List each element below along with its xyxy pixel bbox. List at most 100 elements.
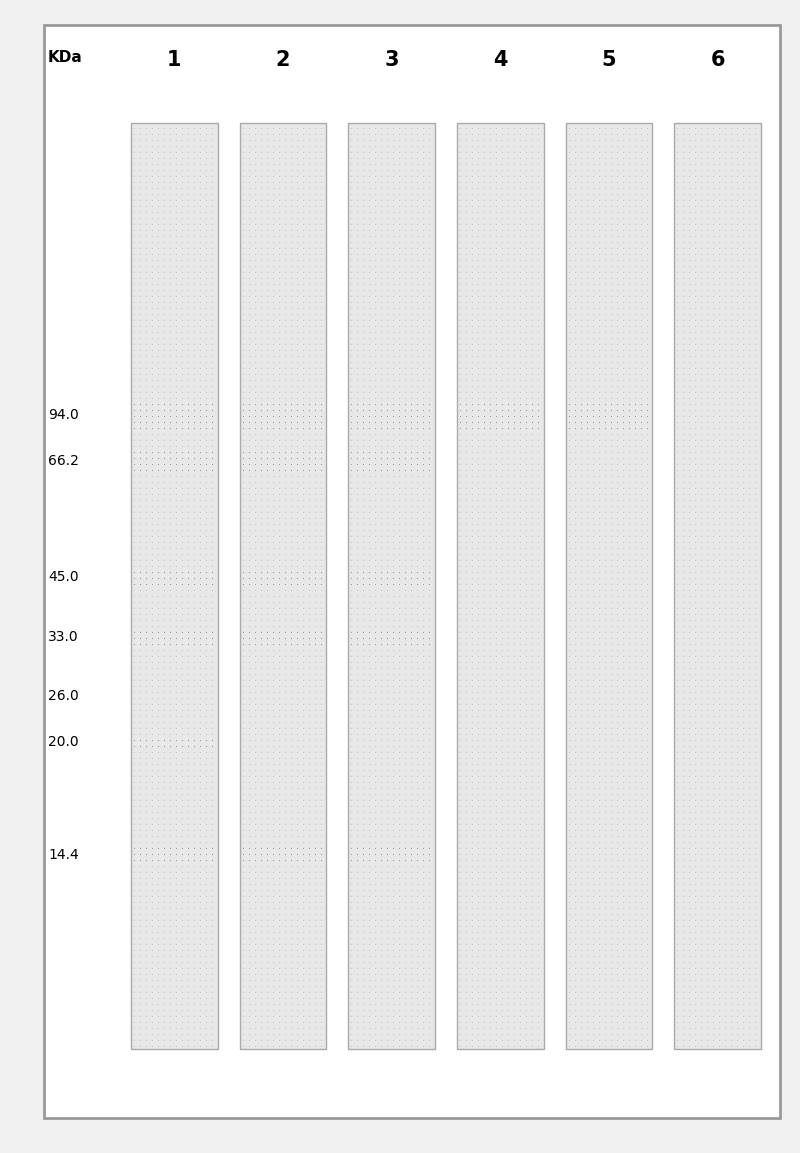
Point	[507, 263, 520, 281]
Point	[411, 563, 424, 581]
Point	[158, 989, 170, 1008]
Point	[175, 731, 188, 749]
Point	[422, 203, 435, 221]
Point	[345, 557, 358, 575]
Point	[725, 1037, 738, 1055]
Point	[580, 455, 593, 474]
Point	[574, 660, 587, 678]
Point	[417, 954, 430, 972]
Point	[471, 660, 484, 678]
Point	[507, 184, 520, 203]
Point	[731, 713, 744, 731]
Point	[677, 407, 690, 425]
Point	[422, 791, 435, 809]
Point	[194, 508, 206, 527]
Point	[387, 809, 400, 828]
Point	[254, 227, 267, 246]
Point	[616, 617, 629, 635]
Point	[422, 737, 435, 755]
Point	[272, 317, 285, 336]
Point	[278, 359, 291, 377]
Point	[206, 191, 218, 210]
Point	[640, 461, 653, 480]
Point	[187, 713, 200, 731]
Point	[574, 1001, 587, 1019]
Point	[345, 485, 358, 504]
Point	[127, 635, 140, 654]
Point	[272, 965, 285, 984]
Point	[713, 323, 726, 341]
Point	[737, 947, 750, 965]
Point	[507, 383, 520, 401]
Point	[139, 713, 152, 731]
Point	[483, 665, 496, 684]
Point	[592, 533, 605, 551]
Point	[707, 191, 720, 210]
Point	[495, 575, 508, 594]
Point	[134, 461, 146, 480]
Point	[743, 191, 756, 210]
Point	[296, 617, 309, 635]
Point	[466, 563, 478, 581]
Point	[151, 623, 164, 641]
Point	[417, 851, 430, 869]
Point	[683, 431, 696, 450]
Point	[483, 600, 496, 618]
Point	[531, 473, 544, 491]
Point	[640, 473, 653, 491]
Point	[731, 443, 744, 461]
Point	[242, 665, 255, 684]
Point	[175, 467, 188, 485]
Point	[266, 905, 279, 924]
Point	[749, 413, 762, 431]
Point	[284, 767, 297, 785]
Point	[586, 533, 599, 551]
Point	[495, 377, 508, 395]
Point	[519, 689, 532, 708]
Point	[374, 977, 387, 995]
Point	[236, 551, 249, 570]
Point	[242, 875, 255, 894]
Point	[634, 179, 647, 197]
Point	[683, 647, 696, 665]
Point	[187, 731, 200, 749]
Point	[640, 689, 653, 708]
Point	[187, 821, 200, 839]
Point	[519, 797, 532, 815]
Point	[170, 443, 182, 461]
Point	[302, 521, 315, 540]
Point	[175, 413, 188, 431]
Point	[393, 689, 406, 708]
Point	[670, 719, 683, 738]
Point	[689, 1037, 702, 1055]
Point	[616, 611, 629, 630]
Point	[369, 545, 382, 564]
Point	[677, 437, 690, 455]
Point	[170, 905, 182, 924]
Point	[628, 875, 641, 894]
Point	[187, 221, 200, 240]
Point	[206, 731, 218, 749]
Point	[604, 371, 617, 390]
Point	[568, 167, 581, 186]
Point	[296, 437, 309, 455]
Point	[175, 809, 188, 828]
Point	[459, 677, 472, 695]
Point	[308, 425, 321, 444]
Point	[411, 773, 424, 791]
Point	[519, 593, 532, 611]
Point	[417, 131, 430, 150]
Point	[454, 551, 466, 570]
Point	[719, 749, 732, 768]
Point	[254, 521, 267, 540]
Point	[713, 395, 726, 414]
Point	[507, 545, 520, 564]
Point	[163, 455, 176, 474]
Point	[731, 779, 744, 798]
Point	[374, 478, 387, 497]
Point	[272, 785, 285, 804]
Point	[393, 455, 406, 474]
Point	[689, 731, 702, 749]
Point	[387, 815, 400, 834]
Point	[199, 257, 212, 276]
